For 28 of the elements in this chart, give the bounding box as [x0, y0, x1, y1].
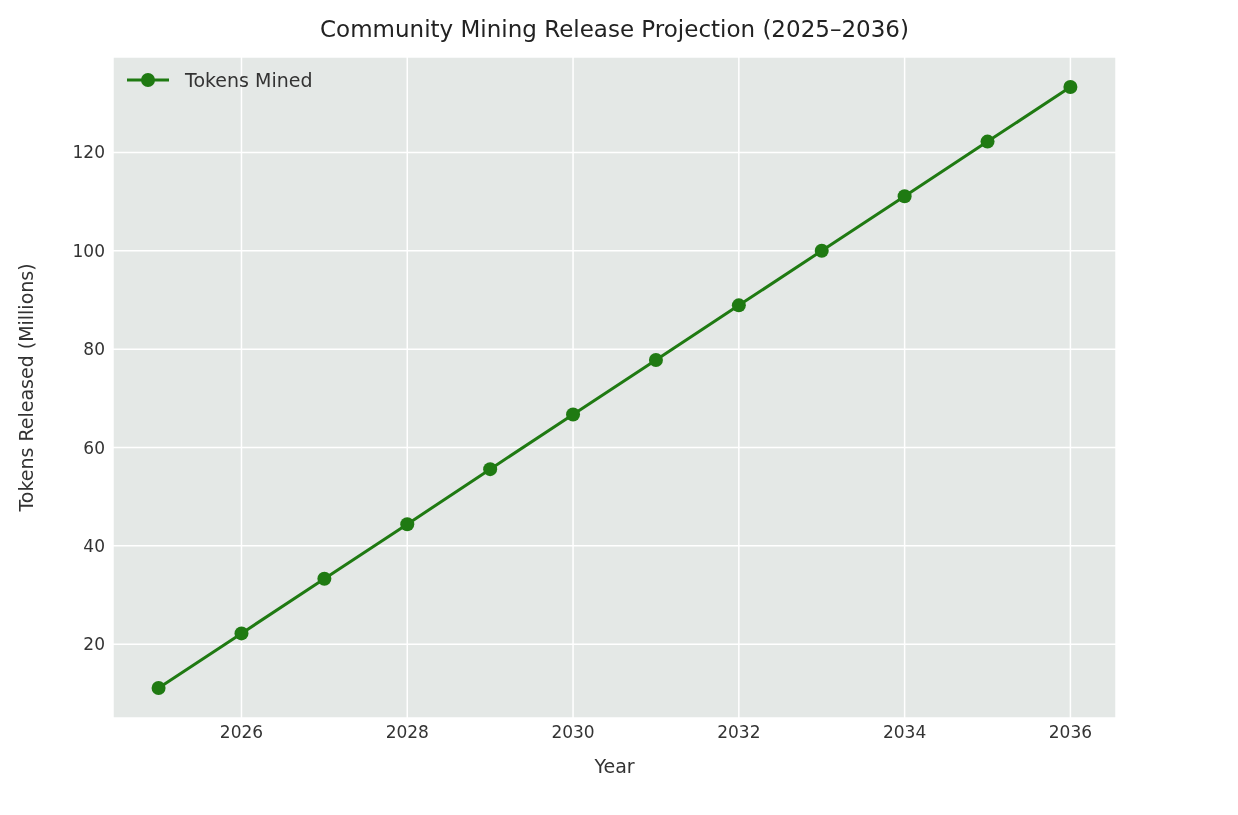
point: [400, 517, 415, 532]
x-axis-title: Year: [593, 755, 635, 777]
point: [317, 571, 332, 586]
y-tick-label: 120: [72, 142, 105, 163]
y-axis-title: Tokens Released (Millions): [14, 263, 37, 513]
x-tick-label: 2032: [717, 722, 761, 743]
y-tick-label: 60: [83, 437, 105, 458]
point: [151, 681, 166, 695]
x-tick-label: 2026: [219, 722, 264, 743]
point: [1063, 80, 1078, 94]
point: [566, 407, 581, 422]
x-tick-label: 2036: [1048, 722, 1093, 743]
point: [483, 462, 498, 477]
y-tick-label: 100: [72, 240, 105, 261]
x-tick-label: 2028: [385, 722, 429, 743]
point: [980, 134, 995, 149]
chart-title: Community Mining Release Projection (2025–2036): [319, 16, 910, 42]
point: [897, 189, 912, 204]
point: [731, 298, 746, 313]
y-tick-label: 20: [83, 634, 105, 655]
legend-label: Tokens Mined: [185, 69, 313, 91]
y-tick-label: 80: [83, 339, 105, 360]
point: [814, 243, 829, 258]
x-tick-label: 2030: [551, 722, 595, 743]
point: [234, 626, 249, 641]
y-tick-label: 40: [83, 535, 105, 556]
x-tick-label: 2034: [882, 722, 927, 743]
point: [648, 352, 663, 367]
